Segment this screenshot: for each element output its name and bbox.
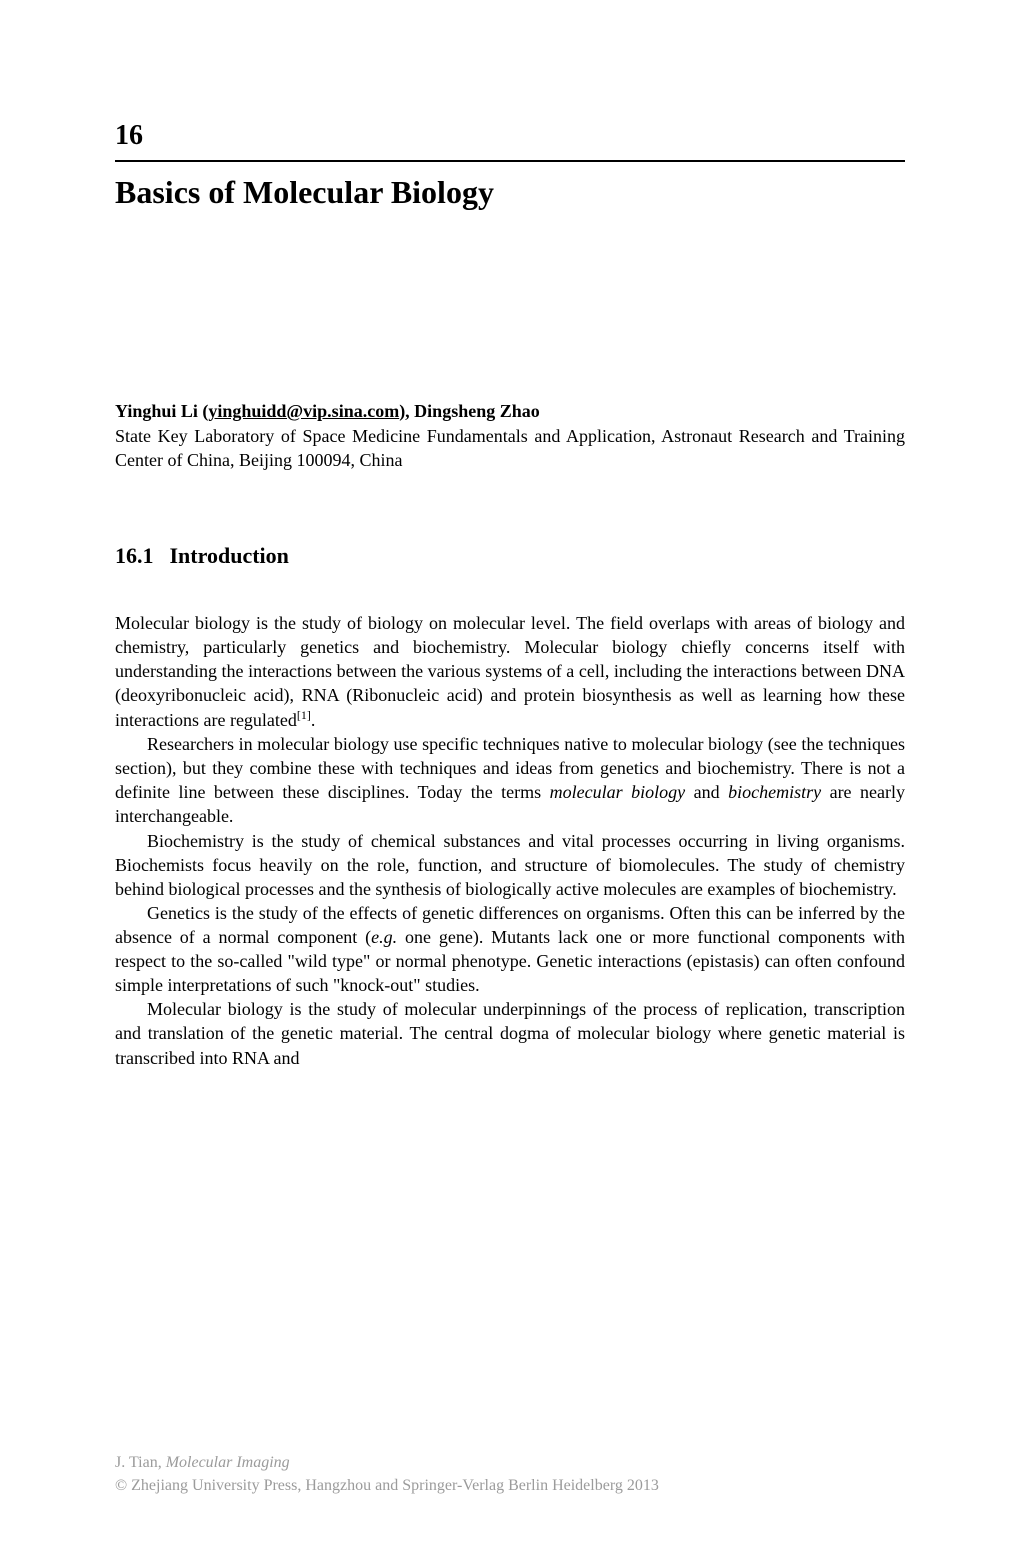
body-text: Molecular biology is the study of biolog… bbox=[115, 611, 905, 1070]
paragraph-5: Molecular biology is the study of molecu… bbox=[115, 997, 905, 1069]
p2-italic-1: molecular biology bbox=[550, 782, 685, 802]
footer-citation: J. Tian, Molecular Imaging bbox=[115, 1452, 905, 1474]
section-number: 16.1 bbox=[115, 543, 154, 568]
footer-copyright: © Zhejiang University Press, Hangzhou an… bbox=[115, 1475, 905, 1497]
section-title: Introduction bbox=[170, 543, 289, 568]
chapter-rule bbox=[115, 160, 905, 162]
paragraph-2: Researchers in molecular biology use spe… bbox=[115, 732, 905, 828]
section-heading: 16.1 Introduction bbox=[115, 543, 905, 569]
p1-text-b: . bbox=[311, 710, 316, 730]
p1-text-a: Molecular biology is the study of biolog… bbox=[115, 613, 905, 730]
author-paren-open: ( bbox=[198, 401, 209, 421]
p1-reference: [1] bbox=[297, 708, 311, 722]
paragraph-1: Molecular biology is the study of biolog… bbox=[115, 611, 905, 733]
author-line: Yinghui Li (yinghuidd@vip.sina.com), Din… bbox=[115, 401, 905, 422]
paragraph-4: Genetics is the study of the effects of … bbox=[115, 901, 905, 997]
chapter-title: Basics of Molecular Biology bbox=[115, 174, 905, 211]
footer-citation-title: Molecular Imaging bbox=[166, 1454, 290, 1471]
author-email: yinghuidd@vip.sina.com bbox=[208, 401, 399, 421]
author-lead-name: Yinghui Li bbox=[115, 401, 198, 421]
page-footer: J. Tian, Molecular Imaging © Zhejiang Un… bbox=[115, 1452, 905, 1497]
author-affiliation: State Key Laboratory of Space Medicine F… bbox=[115, 424, 905, 473]
chapter-number: 16 bbox=[115, 120, 905, 152]
p4-italic-1: e.g. bbox=[371, 927, 397, 947]
paragraph-3: Biochemistry is the study of chemical su… bbox=[115, 829, 905, 901]
footer-citation-author: J. Tian, bbox=[115, 1454, 166, 1471]
p2-italic-2: biochemistry bbox=[728, 782, 821, 802]
author-trailing: ), Dingsheng Zhao bbox=[399, 401, 540, 421]
p2-text-b: and bbox=[685, 782, 728, 802]
